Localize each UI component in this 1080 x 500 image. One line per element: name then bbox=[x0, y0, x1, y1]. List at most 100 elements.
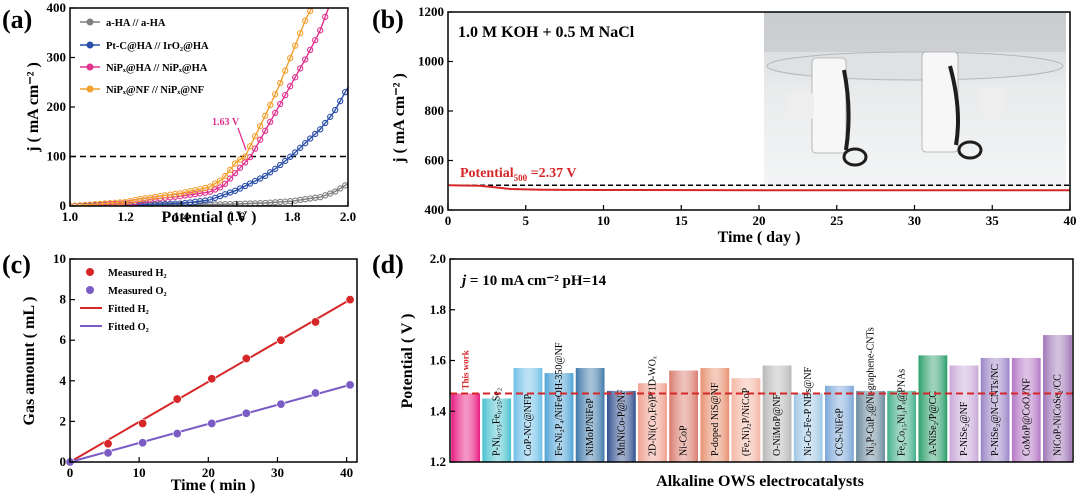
data-point bbox=[262, 172, 269, 180]
data-point bbox=[231, 187, 239, 194]
measured-point bbox=[311, 388, 321, 398]
measured-point bbox=[138, 418, 148, 428]
data-point bbox=[302, 17, 309, 24]
y-tick-label: 600 bbox=[425, 153, 445, 168]
data-point bbox=[272, 109, 279, 117]
data-point bbox=[327, 113, 334, 120]
y-tick-label: 200 bbox=[47, 99, 67, 114]
data-point bbox=[246, 143, 254, 150]
panel-a-axes-frame bbox=[69, 7, 349, 207]
panel-a-x-axis-label: Potential ( V ) bbox=[162, 209, 257, 226]
panel-c-y-axis-label: Gas amount ( mL ) bbox=[21, 297, 38, 426]
bar-group: Fe-Ni₂P₄/NiFeOH-350@NF bbox=[544, 342, 574, 462]
measured-point bbox=[241, 408, 251, 418]
bar-shading bbox=[731, 378, 761, 462]
stability-curve bbox=[447, 184, 1070, 192]
series-line-3 bbox=[70, 8, 313, 206]
bar-shading bbox=[856, 390, 885, 462]
series-line-2 bbox=[70, 8, 330, 206]
panel-c: (c) 0 10 20 30 40 0 2 4 6 8 10 Time ( min ) Gas a… bbox=[2, 250, 358, 494]
legend-label: Pt-C@HA // IrO₂@HA bbox=[106, 41, 209, 52]
data-point bbox=[282, 157, 289, 165]
x-tick-label: 1.0 bbox=[62, 209, 78, 224]
panel-c-label: (c) bbox=[2, 250, 31, 279]
bar-label: A-NiSe₂/P@CC bbox=[928, 391, 939, 456]
y-tick-label: 1200 bbox=[418, 4, 444, 19]
panel-c-x-ticks: 0 10 20 30 40 bbox=[67, 457, 353, 480]
legend-swatch-marker bbox=[86, 268, 94, 276]
panel-a-label: (a) bbox=[2, 5, 32, 34]
data-point bbox=[221, 172, 229, 180]
bar-label: Ni-CoP bbox=[679, 425, 690, 456]
y-tick-label: 400 bbox=[47, 0, 67, 15]
bar-label: CoMoP@CoOₓ/NF bbox=[1021, 378, 1032, 456]
legend-label: a-HA // a-HA bbox=[106, 18, 166, 29]
measured-point bbox=[103, 439, 113, 449]
x-tick-label: 20 bbox=[202, 465, 215, 480]
series-line-1 bbox=[70, 86, 348, 206]
data-point bbox=[307, 135, 314, 142]
y-tick-label: 300 bbox=[47, 50, 67, 65]
data-point bbox=[241, 153, 249, 160]
data-point bbox=[297, 144, 304, 151]
panel-a-legend: a-HA // a-HA Pt-C@HA // IrO₂@HA NiPₓ@HA … bbox=[80, 18, 209, 96]
data-point bbox=[236, 185, 244, 192]
bar-group: MnNiCo-P@NF bbox=[606, 389, 636, 462]
bar-label: This work bbox=[461, 350, 471, 389]
panel-b-x-axis-label: Time ( day ) bbox=[718, 229, 801, 246]
bar-shading bbox=[793, 393, 823, 462]
legend-item-nip-nf: NiPₓ@NF // NiPₓ@NF bbox=[80, 85, 204, 96]
legend-label: Measured H₂ bbox=[108, 268, 167, 279]
y-tick-label: 400 bbox=[425, 202, 445, 217]
bar-shading bbox=[1043, 335, 1072, 462]
bar-label: 2D-Ni(Co,Fe)P/1D-WOₓ bbox=[647, 356, 658, 456]
panel-d-x-axis-label: Alkaline OWS electrocatalysts bbox=[656, 473, 864, 490]
legend-label: Fitted O₂ bbox=[108, 322, 149, 333]
y-tick-label: 10 bbox=[53, 251, 66, 266]
panel-b-x-ticks: 0 5 10 15 20 25 30 35 40 bbox=[445, 205, 1077, 228]
x-tick-label: 40 bbox=[1064, 213, 1077, 228]
bar-label: NiMoP/NiFeP bbox=[585, 398, 596, 456]
bar-group: A-NiSe₂/P@CC bbox=[918, 355, 948, 462]
legend-label: NiPₓ@NF // NiPₓ@NF bbox=[106, 85, 204, 96]
x-tick-label: 30 bbox=[908, 213, 921, 228]
panel-d: (d) This work P-Ni₀.₇₅Fe₀.₂₅Se₂ CoP-NC@NFP… bbox=[372, 250, 1074, 490]
panel-b-condition: 1.0 M KOH + 0.5 M NaCl bbox=[458, 24, 635, 41]
legend-swatch-marker bbox=[86, 18, 94, 26]
panel-b-y-axis-label: j ( mA cm⁻² ) bbox=[391, 73, 408, 164]
bar-label: CoP-NC@NFP bbox=[523, 394, 534, 456]
bar-shading bbox=[544, 373, 574, 462]
bar-shading bbox=[762, 365, 792, 462]
bar-group: P-NiSe₂@N-CNTs/NC bbox=[980, 357, 1010, 462]
data-point bbox=[297, 29, 304, 37]
bar-shading bbox=[451, 393, 480, 462]
x-tick-label: 40 bbox=[340, 465, 353, 480]
data-point bbox=[221, 180, 229, 187]
bar-shading bbox=[918, 355, 948, 462]
legend-label: NiPₓ@HA // NiPₓ@HA bbox=[106, 63, 208, 74]
data-point bbox=[246, 180, 254, 187]
x-tick-label: 0 bbox=[445, 213, 452, 228]
data-point bbox=[267, 101, 274, 109]
bar-shading bbox=[575, 368, 605, 462]
bar-group: NiMoP/NiFeP bbox=[575, 368, 605, 462]
bar-label: O-NiMoP@NF bbox=[772, 394, 783, 456]
panel-d-y-ticks: 1.2 1.4 1.6 1.8 2.0 bbox=[430, 251, 455, 469]
data-point bbox=[317, 126, 324, 133]
bar-shading bbox=[513, 368, 543, 462]
panel-a-y-axis-label: j ( mA cm⁻² ) bbox=[25, 62, 42, 153]
panel-d-label: (d) bbox=[372, 250, 404, 279]
measured-point bbox=[172, 394, 182, 404]
bar-group: (Fe,Ni)₂P/NiCoP bbox=[731, 378, 761, 462]
data-point bbox=[226, 175, 234, 182]
measured-point bbox=[241, 353, 251, 363]
bar-label: Ni₂P-CuP₂@Ni-graphene-CNTs bbox=[866, 327, 877, 456]
legend-item-pt-c: Pt-C@HA // IrO₂@HA bbox=[80, 41, 209, 52]
data-point bbox=[287, 153, 294, 160]
measured-point bbox=[345, 295, 355, 305]
panel-a-annotation: 1.63 V bbox=[212, 117, 240, 128]
panel-b-label: (b) bbox=[372, 5, 404, 34]
bar-shading bbox=[949, 365, 979, 462]
x-tick-label: 5 bbox=[523, 213, 530, 228]
bar-group: Ni₂P-CuP₂@Ni-graphene-CNTs bbox=[856, 327, 885, 462]
